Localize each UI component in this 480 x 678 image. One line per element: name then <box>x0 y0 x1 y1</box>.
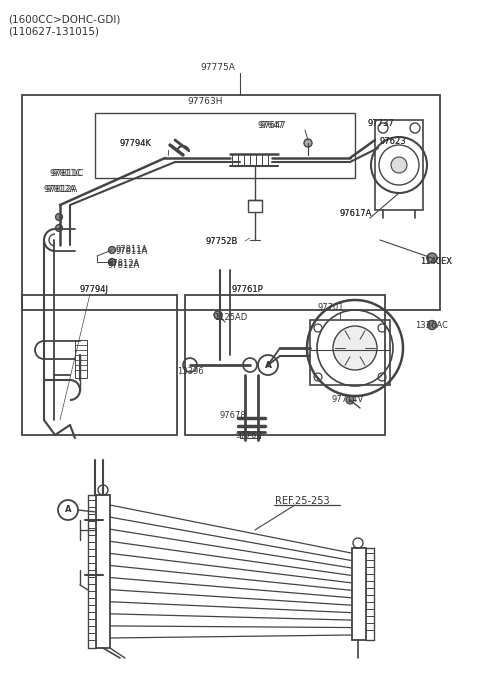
Text: 1125AD: 1125AD <box>214 313 247 323</box>
Text: REF.25-253: REF.25-253 <box>275 496 330 506</box>
Bar <box>22 295 177 435</box>
Circle shape <box>108 247 116 254</box>
Text: 97737: 97737 <box>368 119 395 129</box>
Text: 13396: 13396 <box>177 367 204 376</box>
Text: 97647: 97647 <box>258 121 285 130</box>
Circle shape <box>108 258 116 266</box>
Circle shape <box>56 224 62 231</box>
Circle shape <box>391 157 407 173</box>
Text: 97794K: 97794K <box>120 140 152 148</box>
Text: 97761P: 97761P <box>232 285 264 294</box>
Circle shape <box>427 253 437 263</box>
Text: 97678: 97678 <box>220 412 247 420</box>
Circle shape <box>428 321 436 330</box>
Text: 1140EX: 1140EX <box>420 256 452 266</box>
Circle shape <box>304 139 312 147</box>
Bar <box>75 340 87 378</box>
Text: 97737: 97737 <box>368 119 395 129</box>
Bar <box>310 320 390 385</box>
Text: 97647: 97647 <box>260 121 287 130</box>
Text: 97762: 97762 <box>235 431 262 441</box>
Text: 97701: 97701 <box>318 302 345 311</box>
Text: 97812A: 97812A <box>45 184 77 193</box>
Text: 97763H: 97763H <box>187 98 223 106</box>
Text: 97811C: 97811C <box>52 169 84 178</box>
Text: 97775A: 97775A <box>201 64 235 73</box>
Text: A: A <box>65 506 71 515</box>
Bar <box>96 495 110 648</box>
Text: 97794J: 97794J <box>80 285 109 294</box>
Bar <box>185 295 385 435</box>
Text: 97811C: 97811C <box>50 169 83 178</box>
Text: 97812A: 97812A <box>108 260 140 269</box>
Text: 97811A: 97811A <box>115 247 147 256</box>
Text: 97623: 97623 <box>380 136 407 146</box>
Text: 97812A: 97812A <box>108 260 140 268</box>
Text: 97752B: 97752B <box>205 237 238 245</box>
Bar <box>248 200 262 212</box>
Text: (110627-131015): (110627-131015) <box>8 27 99 37</box>
Text: 97623: 97623 <box>380 136 407 146</box>
Text: 97811A: 97811A <box>116 245 148 254</box>
Text: 1336AC: 1336AC <box>415 321 448 330</box>
Text: 97794J: 97794J <box>80 285 109 294</box>
Text: 97794K: 97794K <box>120 140 152 148</box>
Bar <box>375 120 423 210</box>
Text: (1600CC>DOHC-GDI): (1600CC>DOHC-GDI) <box>8 15 120 25</box>
Text: A: A <box>264 361 272 370</box>
Text: 97714V: 97714V <box>332 395 364 405</box>
Circle shape <box>56 214 62 220</box>
Bar <box>352 548 366 640</box>
Text: 97812A: 97812A <box>44 184 76 193</box>
Circle shape <box>333 326 377 370</box>
Text: 97617A: 97617A <box>340 209 372 218</box>
Circle shape <box>346 396 354 404</box>
Text: 1140EX: 1140EX <box>420 256 452 266</box>
Bar <box>22 95 440 310</box>
Text: 97761P: 97761P <box>232 285 264 294</box>
Text: 97752B: 97752B <box>205 237 238 245</box>
Text: 97617A: 97617A <box>340 209 372 218</box>
Bar <box>95 113 355 178</box>
Circle shape <box>214 311 222 319</box>
